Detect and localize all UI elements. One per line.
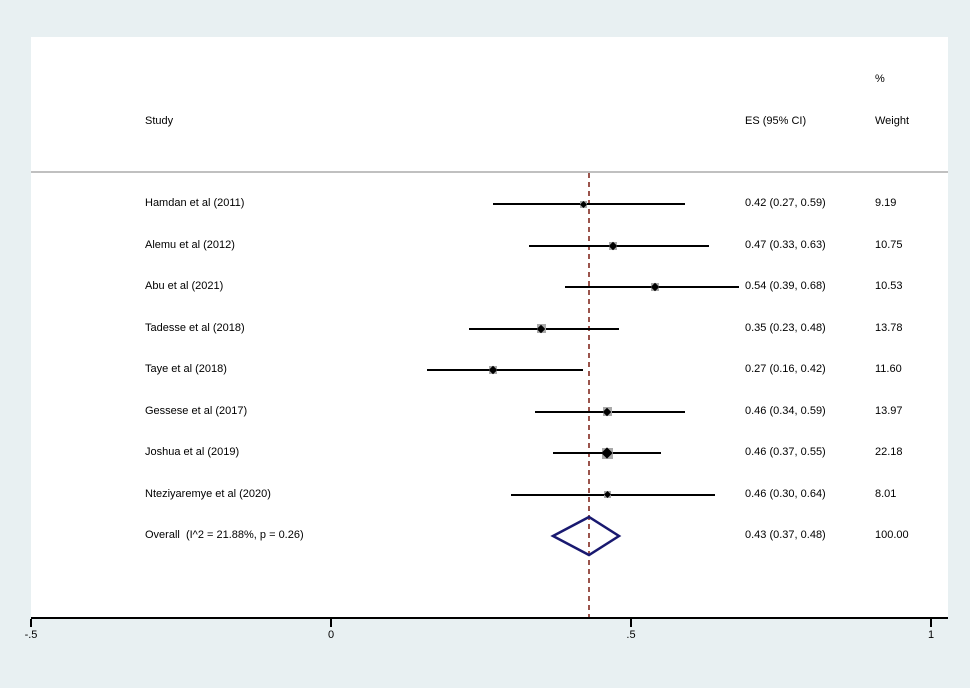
weight-value: 22.18 [875,446,903,458]
es-value: 0.47 (0.33, 0.63) [745,238,826,251]
header-separator-line [31,171,948,173]
study-label: Abu et al (2021) [145,280,224,292]
column-header-study: Study [145,115,174,127]
weight-value: 13.97 [875,404,903,417]
es-value: 0.46 (0.34, 0.59) [745,404,826,417]
study-label: Nteziyaremye et al (2020) [145,487,271,500]
es-value: 0.54 (0.39, 0.68) [745,280,826,292]
es-value: 0.46 (0.30, 0.64) [745,487,826,500]
overall-label: Overall (I^2 = 21.88%, p = 0.26) [145,529,304,541]
es-value: 0.27 (0.16, 0.42) [745,363,826,375]
overall-weight-value: 100.00 [875,529,909,541]
es-value: 0.46 (0.37, 0.55) [745,446,826,458]
weight-value: 13.78 [875,321,903,334]
ci-line [529,244,709,247]
x-axis-tick-label: 1 [927,629,935,641]
x-axis-tick [930,619,932,627]
weight-value: 8.01 [875,487,897,500]
weight-value: 11.60 [875,363,902,375]
study-label: Joshua et al (2019) [145,446,240,458]
column-header-percent: % [875,73,885,85]
column-header-es-ci: ES (95% CI) [745,115,807,127]
ci-line [511,493,715,496]
study-label: Taye et al (2018) [145,363,227,375]
x-axis-tick [330,619,332,627]
weight-value: 10.53 [875,280,903,292]
reference-dashed-line [588,173,590,617]
column-header-weight: Weight [875,115,910,127]
study-label: Tadesse et al (2018) [145,321,245,334]
es-value: 0.42 (0.27, 0.59) [745,197,826,209]
ci-line [427,369,583,371]
x-axis-tick [630,619,632,627]
x-axis-tick-label: -.5 [24,629,38,641]
overall-es-value: 0.43 (0.37, 0.48) [745,529,826,541]
study-label: Hamdan et al (2011) [145,197,245,209]
x-axis-line [31,617,948,619]
x-axis-tick [30,619,32,627]
x-axis-tick-label: 0 [327,629,335,641]
study-label: Gessese et al (2017) [145,404,248,417]
ci-line [493,203,685,205]
study-label: Alemu et al (2012) [145,238,235,251]
es-value: 0.35 (0.23, 0.48) [745,321,826,334]
weight-value: 10.75 [875,238,903,251]
x-axis-tick-label: .5 [626,629,636,641]
weight-value: 9.19 [875,197,897,209]
